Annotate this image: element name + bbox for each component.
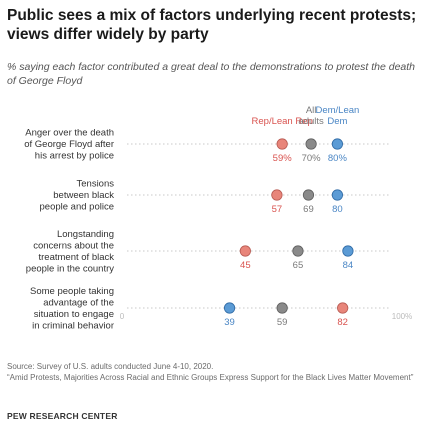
category-label: between black [53, 190, 114, 201]
pew-logo-text: PEW RESEARCH CENTER [7, 411, 118, 421]
value-label-dem: 39 [224, 317, 235, 328]
dot-all [292, 245, 304, 257]
category-label: his arrest by police [35, 151, 114, 162]
source-note: Source: Survey of U.S. adults conducted … [7, 362, 214, 371]
category-label: treatment of black [38, 252, 114, 263]
dot-dem [342, 245, 354, 257]
value-label-all: 70% [302, 153, 322, 164]
chart-subtitle: % saying each factor contributed a great… [7, 61, 416, 87]
dot-dem [223, 302, 236, 314]
series-label-all: All [306, 105, 317, 116]
series-label-dem: Dem/Lean [315, 105, 359, 116]
value-label-rep: 57 [272, 204, 283, 215]
value-label-dem: 84 [343, 260, 354, 271]
report-title-note: “Amid Protests, Majorities Across Racial… [7, 373, 414, 382]
value-label-rep: 82 [337, 317, 348, 328]
category-label: Tensions [77, 179, 115, 190]
category-label: in criminal behavior [32, 320, 114, 331]
category-label: advantage of the [43, 297, 114, 308]
value-label-rep: 45 [240, 260, 251, 271]
axis-min-label: 0 [120, 312, 125, 321]
series-label-all: adults [298, 116, 324, 127]
series-label-rep: Rep/Lean Rep [252, 116, 313, 127]
value-label-all: 59 [277, 317, 288, 328]
category-label: situation to engage [34, 309, 114, 320]
value-label-rep: 59% [273, 153, 293, 164]
dot-rep [276, 138, 288, 150]
dot-all [276, 302, 288, 314]
category-label: Some people taking [30, 286, 114, 297]
category-label: people in the country [26, 263, 114, 274]
dot-rep [271, 189, 283, 201]
category-label: concerns about the [33, 240, 114, 251]
category-label: of George Floyd after [24, 139, 114, 150]
dot-all [302, 189, 315, 201]
axis-max-label: 100% [392, 312, 412, 321]
value-label-all: 69 [303, 204, 314, 215]
dot-rep [239, 245, 251, 257]
value-label-dem: 80 [332, 204, 343, 215]
series-label-dem: Dem [327, 116, 347, 127]
value-label-all: 65 [293, 260, 304, 271]
category-label: Anger over the death [25, 128, 114, 139]
category-label: Longstanding [57, 229, 114, 240]
value-label-dem: 80% [328, 153, 348, 164]
dot-dem [331, 138, 343, 150]
dot-all [305, 138, 317, 150]
dot-rep [337, 302, 349, 314]
dot-dem [331, 189, 343, 201]
category-label: people and police [40, 202, 114, 213]
chart-title: Public sees a mix of factors underlying … [7, 7, 417, 43]
